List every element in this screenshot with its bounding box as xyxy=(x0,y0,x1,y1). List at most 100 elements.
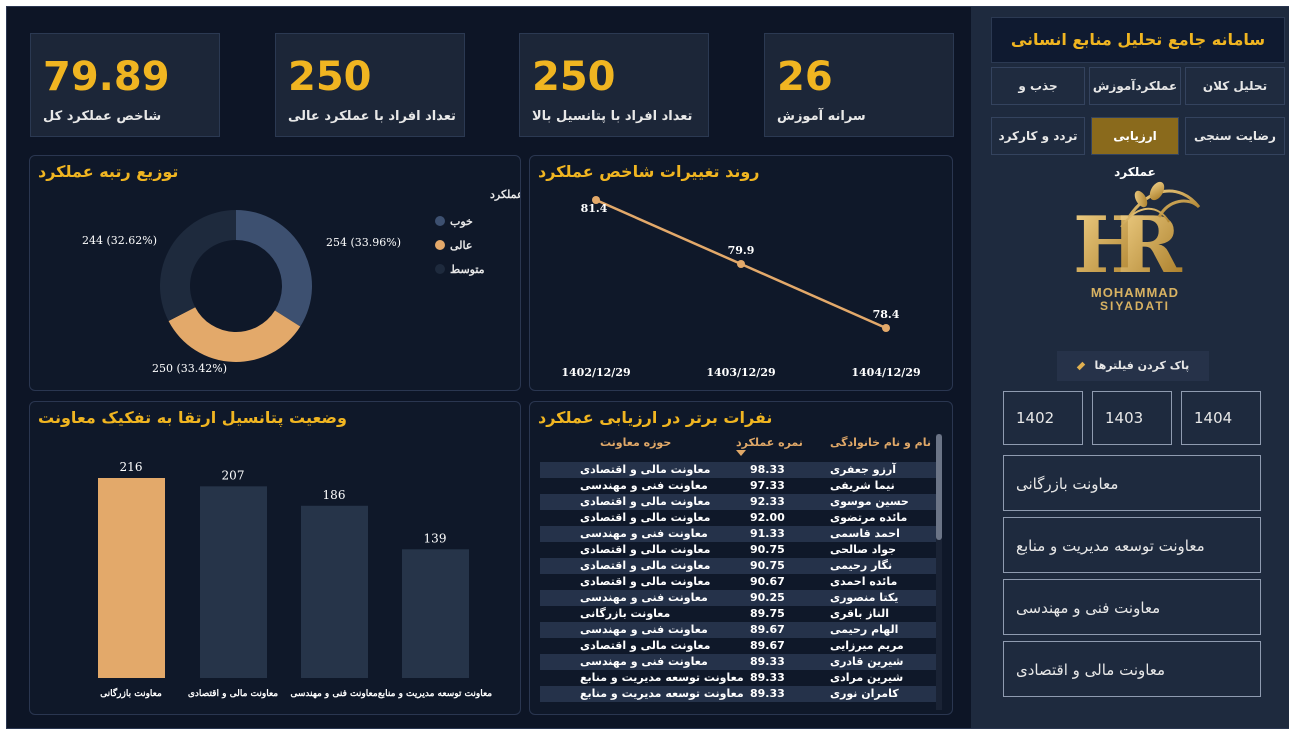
nav-macro-analysis[interactable]: تحلیل کلان xyxy=(1185,67,1285,105)
scrollbar-thumb[interactable] xyxy=(936,434,942,540)
bar xyxy=(301,505,368,678)
legend-item: متوسط xyxy=(450,263,485,276)
cell-score: 90.75 xyxy=(750,559,785,572)
nav-training-performance[interactable]: عملکردآموزش xyxy=(1089,67,1181,105)
header-score[interactable]: نمره عملکرد xyxy=(736,436,803,449)
table-row[interactable]: معاونت توسعه مدیریت و منابع 89.33 شیرین مر… xyxy=(540,670,936,686)
panel-title: توزیع رتبه عملکرد xyxy=(38,162,179,181)
svg-text:R: R xyxy=(1117,200,1183,291)
table-row[interactable]: معاونت مالی و اقتصادی 92.33 حسین موسوی xyxy=(540,494,936,510)
bar xyxy=(200,486,267,678)
table-row[interactable]: معاونت فنی و مهندسی 91.33 احمد قاسمی xyxy=(540,526,936,542)
cell-score: 91.33 xyxy=(750,527,785,540)
donut-label: 244 (32.62%) xyxy=(82,234,157,247)
top-performers-panel: نفرات برتر در ارزیابی عملکرد حوزه معاونت… xyxy=(529,401,953,715)
bar xyxy=(402,549,469,678)
donut-chart-panel: توزیع رتبه عملکرد 254 (33.96%) 250 (33.42… xyxy=(29,155,521,391)
kpi-value: 250 xyxy=(532,54,616,100)
table-row[interactable]: معاونت توسعه مدیریت و منابع 89.33 کامران ن… xyxy=(540,686,936,702)
table-scrollbar[interactable] xyxy=(936,434,942,710)
nav-recruitment[interactable]: جذب و استخدام xyxy=(991,67,1085,129)
nav-attendance[interactable]: تردد و کارکرد xyxy=(991,117,1085,155)
header-dept[interactable]: حوزه معاونت xyxy=(600,436,672,449)
cell-dept: معاونت مالی و اقتصادی xyxy=(580,559,711,572)
kpi-label: شاخص عملکرد کل xyxy=(43,109,162,124)
cell-score: 97.33 xyxy=(750,479,785,492)
cell-score: 92.33 xyxy=(750,495,785,508)
cell-dept: معاونت مالی و اقتصادی xyxy=(580,495,711,508)
cell-dept: معاونت توسعه مدیریت و منابع xyxy=(580,687,744,700)
cell-name: الهام رحیمی xyxy=(830,623,899,636)
legend-marker xyxy=(435,240,445,250)
filter-engineering[interactable]: معاونت فنی و مهندسی xyxy=(1003,579,1261,635)
trend-point xyxy=(882,324,890,332)
cell-name: جواد صالحی xyxy=(830,543,897,556)
bar xyxy=(98,478,165,678)
cell-name: یکتا منصوری xyxy=(830,591,899,604)
cell-score: 89.67 xyxy=(750,623,785,636)
table-row[interactable]: معاونت فنی و مهندسی 90.25 یکتا منصوری xyxy=(540,590,936,606)
table-row[interactable]: معاونت مالی و اقتصادی 98.33 آرزو جعفری xyxy=(540,462,936,478)
filter-commerce[interactable]: معاونت بازرگانی xyxy=(1003,455,1261,511)
cell-dept: معاونت فنی و مهندسی xyxy=(580,479,708,492)
filter-finance[interactable]: معاونت مالی و اقتصادی xyxy=(1003,641,1261,697)
table-row[interactable]: معاونت مالی و اقتصادی 90.67 مائده احمدی xyxy=(540,574,936,590)
svg-text:H: H xyxy=(1073,200,1147,291)
trend-x-tick: 1404/12/29 xyxy=(851,366,920,379)
table-row[interactable]: معاونت فنی و مهندسی 97.33 نیما شریفی xyxy=(540,478,936,494)
cell-score: 89.33 xyxy=(750,687,785,700)
cell-dept: معاونت توسعه مدیریت و منابع xyxy=(580,671,744,684)
eraser-icon xyxy=(1076,361,1085,371)
kpi-value: 79.89 xyxy=(43,54,170,100)
nav-performance-evaluation[interactable]: ارزیابی عملکرد xyxy=(1091,117,1179,179)
legend-title: رتبه عملکرد xyxy=(490,188,520,201)
trend-x-tick: 1402/12/29 xyxy=(561,366,630,379)
cell-score: 90.75 xyxy=(750,543,785,556)
year-1402-button[interactable]: 1402 xyxy=(1003,391,1083,445)
nav-satisfaction[interactable]: رضایت سنجی xyxy=(1185,117,1285,155)
cell-score: 90.67 xyxy=(750,575,785,588)
header-name[interactable]: نام و نام خانوادگی xyxy=(830,436,931,449)
table-row[interactable]: معاونت مالی و اقتصادی 89.67 مریم میرزایی xyxy=(540,638,936,654)
bar-category-label: معاونت فنی و مهندسی xyxy=(290,688,377,699)
logo-text-line2: SIYADATI xyxy=(1099,299,1170,313)
trend-x-tick: 1403/12/29 xyxy=(706,366,775,379)
cell-score: 89.33 xyxy=(750,655,785,668)
table-row[interactable]: معاونت بازرگانی 89.75 الناز باقری xyxy=(540,606,936,622)
cell-dept: معاونت مالی و اقتصادی xyxy=(580,639,711,652)
hr-logo-icon: H R xyxy=(1073,181,1201,291)
bar-value-label: 207 xyxy=(222,468,245,482)
bar-value-label: 186 xyxy=(323,488,346,502)
cell-name: مائده احمدی xyxy=(830,575,898,588)
donut-slice xyxy=(168,307,301,362)
sidebar: سامانه جامع تحلیل منابع انسانی جذب و است… xyxy=(971,7,1289,728)
legend-marker xyxy=(435,216,445,226)
kpi-card-total-performance: 79.89 شاخص عملکرد کل xyxy=(30,33,220,137)
trend-data-label: 78.4 xyxy=(873,308,900,321)
cell-dept: معاونت فنی و مهندسی xyxy=(580,623,708,636)
table-row[interactable]: معاونت مالی و اقتصادی 92.00 مائده مرتضوی xyxy=(540,510,936,526)
cell-dept: معاونت فنی و مهندسی xyxy=(580,591,708,604)
filter-management-development[interactable]: معاونت توسعه مدیریت و منابع xyxy=(1003,517,1261,573)
table-row[interactable]: معاونت فنی و مهندسی 89.33 شیرین قادری xyxy=(540,654,936,670)
cell-name: کامران نوری xyxy=(830,687,899,700)
table-row[interactable]: معاونت مالی و اقتصادی 90.75 نگار رحیمی xyxy=(540,558,936,574)
table-row[interactable]: معاونت مالی و اقتصادی 90.75 جواد صالحی xyxy=(540,542,936,558)
bar-chart: 216 معاونت بازرگانی 207 معاونت مالی و اقتصا… xyxy=(98,460,492,699)
bar-value-label: 216 xyxy=(120,460,143,474)
bar-category-label: معاونت بازرگانی xyxy=(100,687,162,699)
cell-score: 89.67 xyxy=(750,639,785,652)
cell-dept: معاونت مالی و اقتصادی xyxy=(580,511,711,524)
donut-label: 250 (33.42%) xyxy=(152,362,227,375)
year-1404-button[interactable]: 1404 xyxy=(1181,391,1261,445)
donut-slice xyxy=(236,210,312,327)
table-row[interactable]: معاونت فنی و مهندسی 89.67 الهام رحیمی xyxy=(540,622,936,638)
bar-value-label: 139 xyxy=(424,531,447,545)
cell-name: آرزو جعفری xyxy=(830,463,897,476)
clear-filters-button[interactable]: پاک کردن فیلترها xyxy=(1057,351,1209,381)
cell-name: مائده مرتضوی xyxy=(830,511,908,524)
trend-chart-panel: روند تغییرات شاخص عملکرد 81.4 1402/12/29 7… xyxy=(529,155,953,391)
cell-dept: معاونت مالی و اقتصادی xyxy=(580,463,711,476)
kpi-label: تعداد افراد با پتانسیل بالا xyxy=(532,109,693,124)
year-1403-button[interactable]: 1403 xyxy=(1092,391,1172,445)
